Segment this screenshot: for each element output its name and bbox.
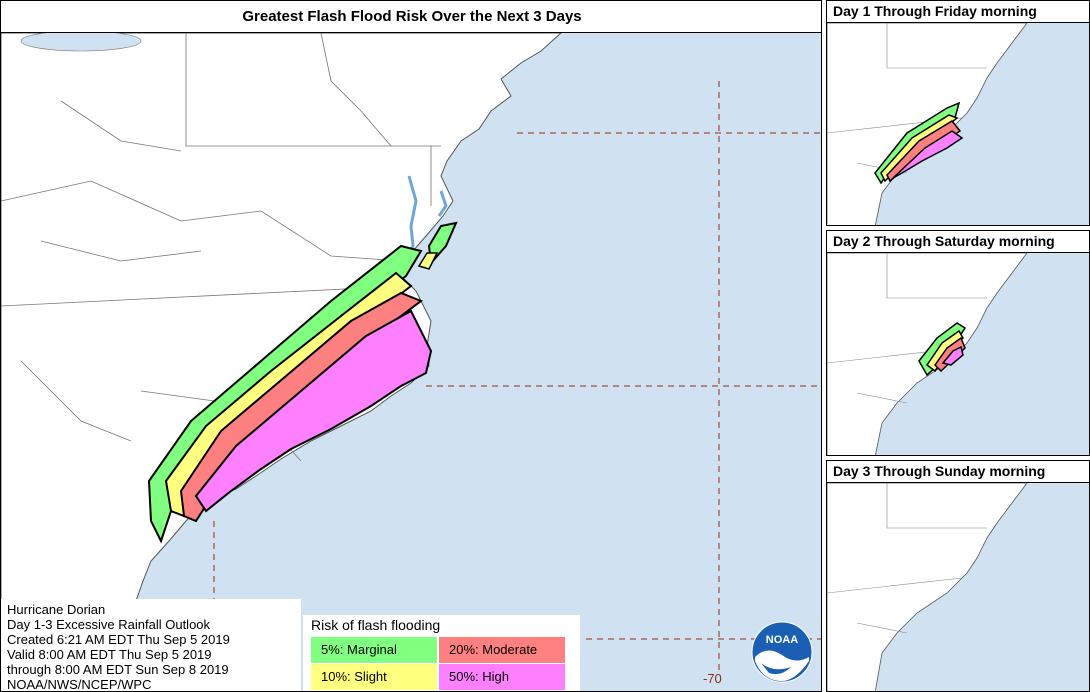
day3-title: Day 3 Through Sunday morning: [827, 461, 1089, 483]
info-line-created: Created 6:21 AM EDT Thu Sep 5 2019: [7, 632, 230, 647]
legend-item-moderate: 20%: Moderate: [439, 637, 565, 663]
day1-panel: Day 1 Through Friday morning: [826, 0, 1090, 226]
noaa-logo-icon: NOAA: [751, 621, 813, 683]
day2-map: [827, 253, 1089, 455]
day3-map: [827, 483, 1089, 691]
day2-high-area: [941, 345, 964, 366]
legend-item-marginal: 5%: Marginal: [311, 637, 437, 663]
day2-title: Day 2 Through Saturday morning: [827, 231, 1089, 253]
day3-panel: Day 3 Through Sunday morning: [826, 460, 1090, 692]
lake-erie: [20, 30, 142, 52]
lat-lon-gridlines: [213, 81, 821, 671]
day1-high-area: [892, 130, 964, 179]
legend-item-high: 50%: High: [439, 664, 565, 690]
noaa-logo-text: NOAA: [766, 634, 798, 646]
info-line-valid: Valid 8:00 AM EDT Thu Sep 5 2019: [7, 647, 212, 662]
info-line-storm: Hurricane Dorian: [7, 602, 106, 617]
outlook-info-box: Hurricane Dorian Day 1-3 Excessive Rainf…: [1, 599, 301, 692]
map-title: Greatest Flash Flood Risk Over the Next …: [1, 1, 821, 33]
legend-item-slight: 10%: Slight: [311, 664, 437, 690]
risk-legend: Risk of flash flooding 5%: Marginal 20%:…: [303, 615, 580, 691]
info-line-through: through 8:00 AM EDT Sun Sep 8 2019: [7, 662, 229, 677]
day1-map: [827, 23, 1089, 225]
info-line-product: Day 1-3 Excessive Rainfall Outlook: [7, 617, 211, 632]
day1-title: Day 1 Through Friday morning: [827, 1, 1089, 23]
slight-risk-delmarva: [417, 252, 439, 270]
legend-title: Risk of flash flooding: [311, 617, 441, 633]
main-map: [1, 1, 821, 691]
main-map-panel: Greatest Flash Flood Risk Over the Next …: [0, 0, 822, 692]
delaware-bay: [437, 190, 448, 217]
day2-panel: Day 2 Through Saturday morning: [826, 230, 1090, 456]
info-line-agency: NOAA/NWS/NCEP/WPC: [7, 677, 152, 692]
high-risk-area: [194, 309, 433, 513]
longitude-label: -70: [703, 671, 722, 686]
